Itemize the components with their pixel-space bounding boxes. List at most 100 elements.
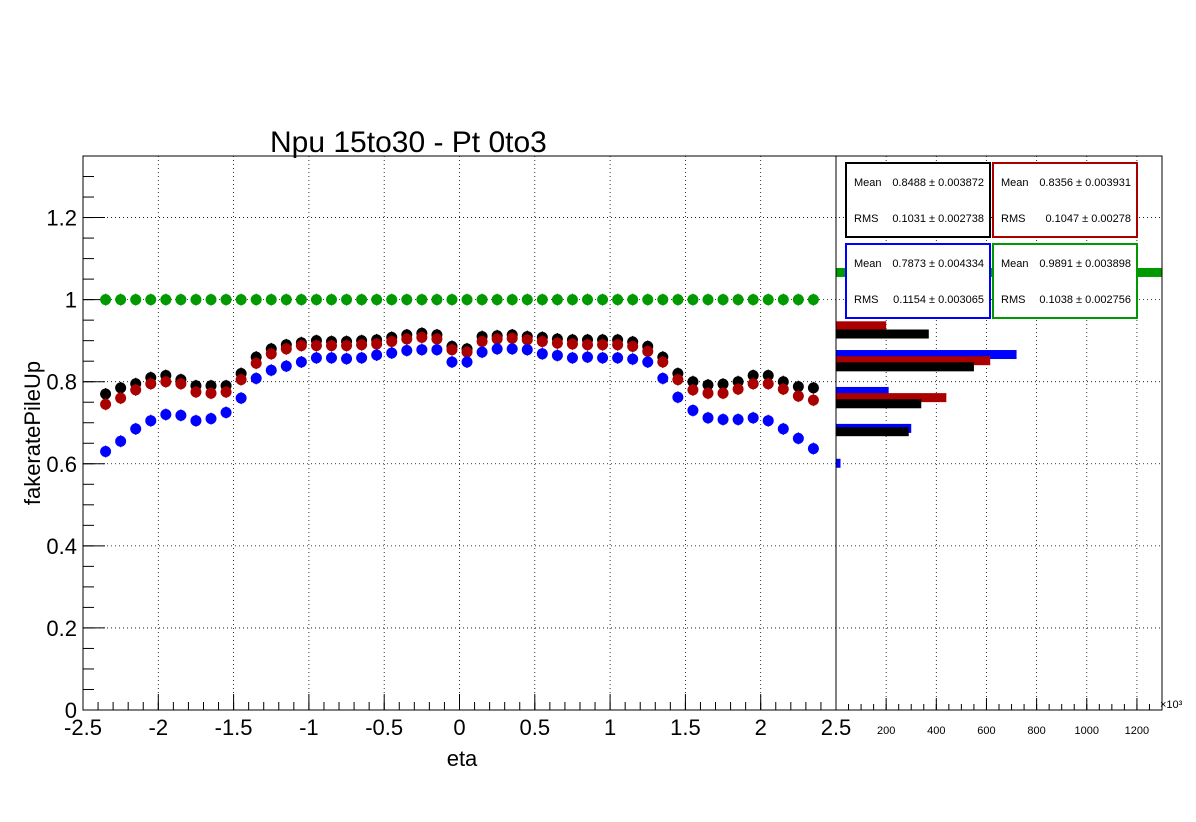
data-point [762, 415, 774, 427]
data-point [732, 383, 744, 395]
data-point [687, 294, 699, 306]
data-point [115, 435, 127, 447]
data-point [551, 349, 563, 361]
data-point [431, 333, 443, 345]
data-point [476, 346, 488, 358]
x-tick-label: -0.5 [365, 715, 403, 740]
stat-box-frame [845, 162, 991, 238]
data-point [130, 294, 142, 306]
data-point [687, 376, 699, 388]
stat-rms-label: RMS [1001, 213, 1025, 225]
data-point [702, 294, 714, 306]
stat-rms-label: RMS [1001, 294, 1025, 306]
main-grid [83, 156, 1162, 710]
stat-mean-label: Mean [1001, 177, 1029, 189]
data-point [265, 294, 277, 306]
data-point [777, 423, 789, 435]
data-point [250, 294, 262, 306]
data-point [446, 294, 458, 306]
stat-rms-value: 0.1038 ± 0.002756 [1039, 294, 1131, 306]
data-point [672, 374, 684, 386]
data-point [582, 339, 594, 351]
data-point [100, 388, 112, 400]
data-point [747, 294, 759, 306]
data-point [506, 332, 518, 344]
data-point [416, 331, 428, 343]
data-point [235, 374, 247, 386]
data-point [325, 340, 337, 352]
data-point [566, 338, 578, 350]
stat-rms-value: 0.1031 ± 0.002738 [892, 213, 984, 225]
y-tick-label: 1 [65, 288, 77, 313]
side-bar [836, 362, 974, 372]
data-point [597, 352, 609, 364]
data-point [687, 404, 699, 416]
data-point [777, 383, 789, 395]
data-point [582, 294, 594, 306]
data-point [115, 392, 127, 404]
data-point [250, 357, 262, 369]
data-point [582, 351, 594, 363]
data-point [461, 356, 473, 368]
data-point [747, 370, 759, 382]
data-point [341, 353, 353, 365]
data-point [145, 294, 157, 306]
stat-box-frame [992, 162, 1138, 238]
data-point [657, 294, 669, 306]
series [100, 331, 819, 411]
data-point [521, 344, 533, 356]
data-point [341, 294, 353, 306]
data-point [130, 384, 142, 396]
data-point [160, 409, 172, 421]
data-point [386, 294, 398, 306]
data-point [747, 378, 759, 390]
data-point [536, 294, 548, 306]
x-tick-label: 2 [755, 715, 767, 740]
data-point [160, 376, 172, 388]
data-point [401, 345, 413, 357]
data-point [386, 335, 398, 347]
x-tick-label: -2.5 [64, 715, 102, 740]
data-point [205, 413, 217, 425]
data-point [175, 378, 187, 390]
stat-mean-value: 0.7873 ± 0.004334 [892, 258, 984, 270]
data-point [491, 333, 503, 345]
stat-rms-value: 0.1047 ± 0.00278 [1045, 213, 1131, 225]
data-point [145, 378, 157, 390]
data-point [265, 348, 277, 360]
data-point [190, 386, 202, 398]
data-point [431, 294, 443, 306]
data-point [461, 294, 473, 306]
data-point [280, 294, 292, 306]
data-point [732, 413, 744, 425]
data-point [536, 348, 548, 360]
data-point [792, 381, 804, 393]
data-point [401, 294, 413, 306]
data-point [295, 294, 307, 306]
stat-mean-label: Mean [854, 258, 882, 270]
y-tick-label: 0.6 [46, 452, 77, 477]
data-point [612, 339, 624, 351]
data-point [521, 294, 533, 306]
data-point [205, 294, 217, 306]
side-bar [836, 427, 909, 437]
stat-box-frame [845, 243, 991, 319]
data-point [100, 398, 112, 410]
x-tick-label: -1.5 [215, 715, 253, 740]
side-tick-label: 200 [877, 725, 895, 737]
data-point [807, 382, 819, 394]
side-bar [836, 321, 887, 331]
data-point [657, 372, 669, 384]
y-tick-label: 1.2 [46, 206, 77, 231]
data-point [717, 413, 729, 425]
data-point [310, 294, 322, 306]
y-tick-label: 0 [65, 698, 77, 723]
data-point [416, 294, 428, 306]
data-point [521, 334, 533, 346]
data-point [597, 294, 609, 306]
data-point [175, 294, 187, 306]
x-tick-label: -2 [149, 715, 169, 740]
series [100, 293, 819, 306]
data-point [491, 343, 503, 355]
data-point [642, 294, 654, 306]
